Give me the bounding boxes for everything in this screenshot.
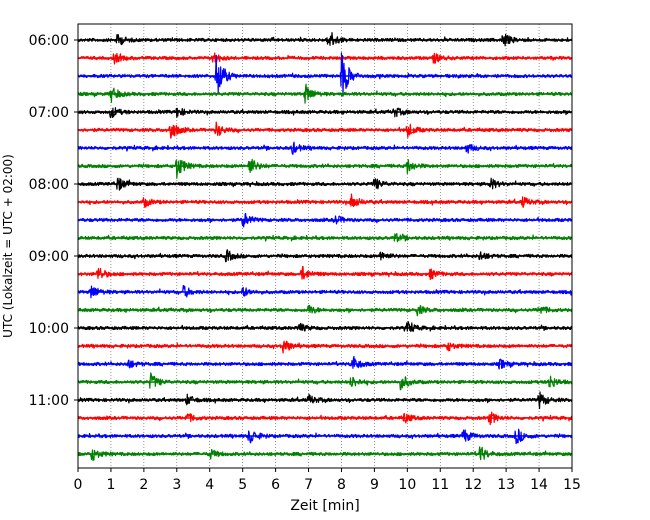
seismogram-trace (77, 340, 573, 354)
plot-area (78, 24, 572, 468)
x-tick-label: 10 (398, 477, 416, 493)
y-tick-label: 08:00 (29, 177, 69, 193)
x-tick-label: 4 (205, 477, 214, 493)
y-axis: 06:00 07:00 08:00 09:00 10:00 11:00 (29, 33, 78, 409)
x-tick-label: 2 (139, 477, 148, 493)
traces-group (77, 32, 573, 462)
x-axis-label: Zeit [min] (290, 498, 359, 514)
grid-lines (110, 24, 540, 468)
x-tick-label: 0 (74, 477, 83, 493)
x-tick-label: 12 (464, 477, 482, 493)
x-tick-label: 6 (271, 477, 280, 493)
x-axis: 0 1 2 3 4 5 6 7 8 9 10 11 12 13 14 15 (74, 468, 581, 493)
x-tick-label: 13 (497, 477, 515, 493)
y-axis-label: UTC (Lokalzeit = UTC + 02:00) (1, 154, 15, 338)
x-tick-label: 7 (304, 477, 313, 493)
x-tick-label: 11 (431, 477, 449, 493)
y-tick-label: 09:00 (29, 249, 69, 265)
x-tick-label: 9 (370, 477, 379, 493)
x-tick-label: 5 (238, 477, 247, 493)
seismogram-trace (77, 177, 573, 191)
seismogram-trace (77, 141, 573, 155)
x-tick-label: 1 (106, 477, 115, 493)
y-tick-label: 07:00 (29, 105, 69, 121)
x-tick-label: 8 (337, 477, 346, 493)
y-tick-label: 10:00 (29, 321, 69, 337)
y-tick-label: 06:00 (29, 33, 69, 49)
y-tick-label: 11:00 (29, 393, 69, 409)
x-tick-label: 15 (563, 477, 581, 493)
seismogram-trace (77, 121, 573, 139)
x-tick-label: 3 (172, 477, 181, 493)
plot-frame (77, 23, 573, 469)
x-tick-label: 14 (530, 477, 548, 493)
